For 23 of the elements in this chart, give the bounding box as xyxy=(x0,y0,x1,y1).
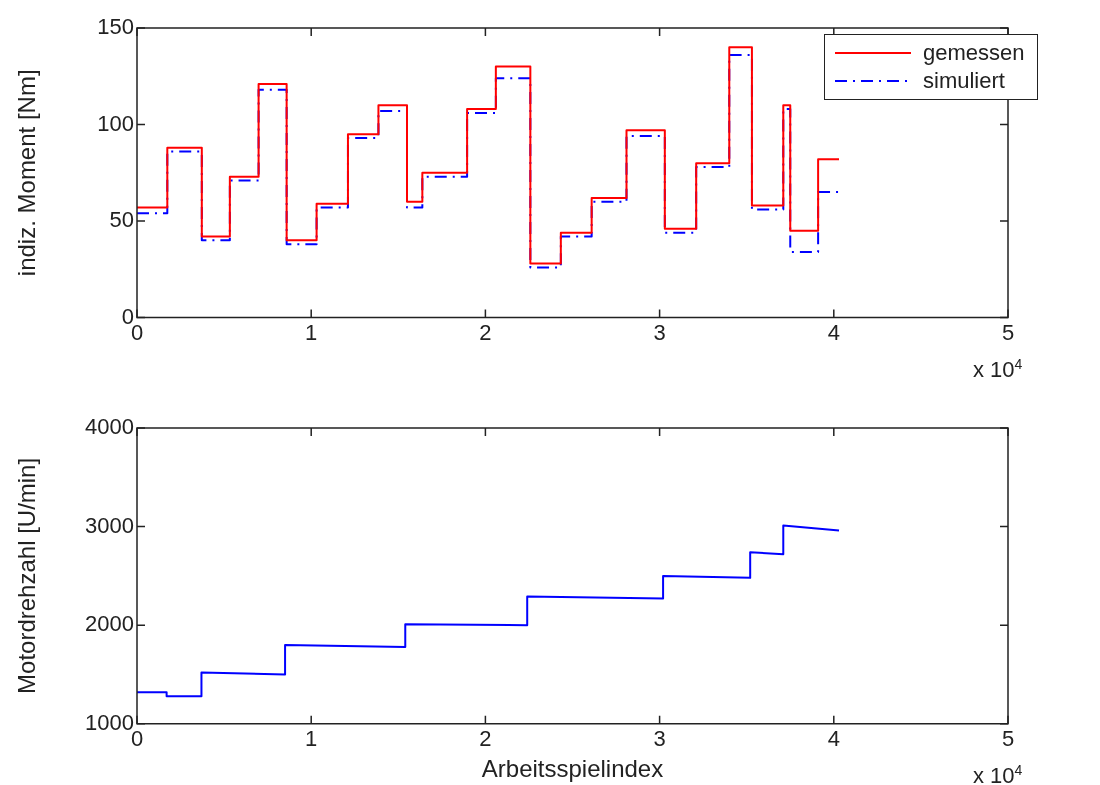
y-axis-title: indiz. Moment [Nm] xyxy=(13,69,41,277)
x-tick-label: 3 xyxy=(653,319,666,345)
x-tick-label: 4 xyxy=(827,319,840,345)
y-tick-label: 50 xyxy=(109,207,134,233)
y-tick-label: 2000 xyxy=(85,611,134,637)
y-tick-label: 100 xyxy=(97,110,134,136)
text: x 10$^{4}$ xyxy=(973,761,1023,785)
x-tick-label: 5 xyxy=(1001,319,1015,345)
y-axis-title: Motordrehzahl [U/min] xyxy=(13,457,41,694)
legend-label: simuliert xyxy=(923,68,1005,94)
x-tick-label: 2 xyxy=(479,726,492,752)
x-axis-title: Arbeitsspielindex xyxy=(481,755,664,783)
x-tick-label: 1 xyxy=(305,319,318,345)
x-tick-label: 2 xyxy=(479,319,492,345)
x-tick-label: 1 xyxy=(305,726,318,752)
legend-label: gemessen xyxy=(923,40,1025,66)
x-tick-label: 5 xyxy=(1001,726,1015,752)
y-tick-label: 150 xyxy=(97,14,134,40)
y-tick-label: 3000 xyxy=(85,512,134,538)
text: x 10$^{4}$ xyxy=(973,355,1023,383)
y-tick-label: 4000 xyxy=(85,414,134,440)
x-tick-label: 4 xyxy=(827,726,840,752)
x-tick-label: 3 xyxy=(653,726,666,752)
